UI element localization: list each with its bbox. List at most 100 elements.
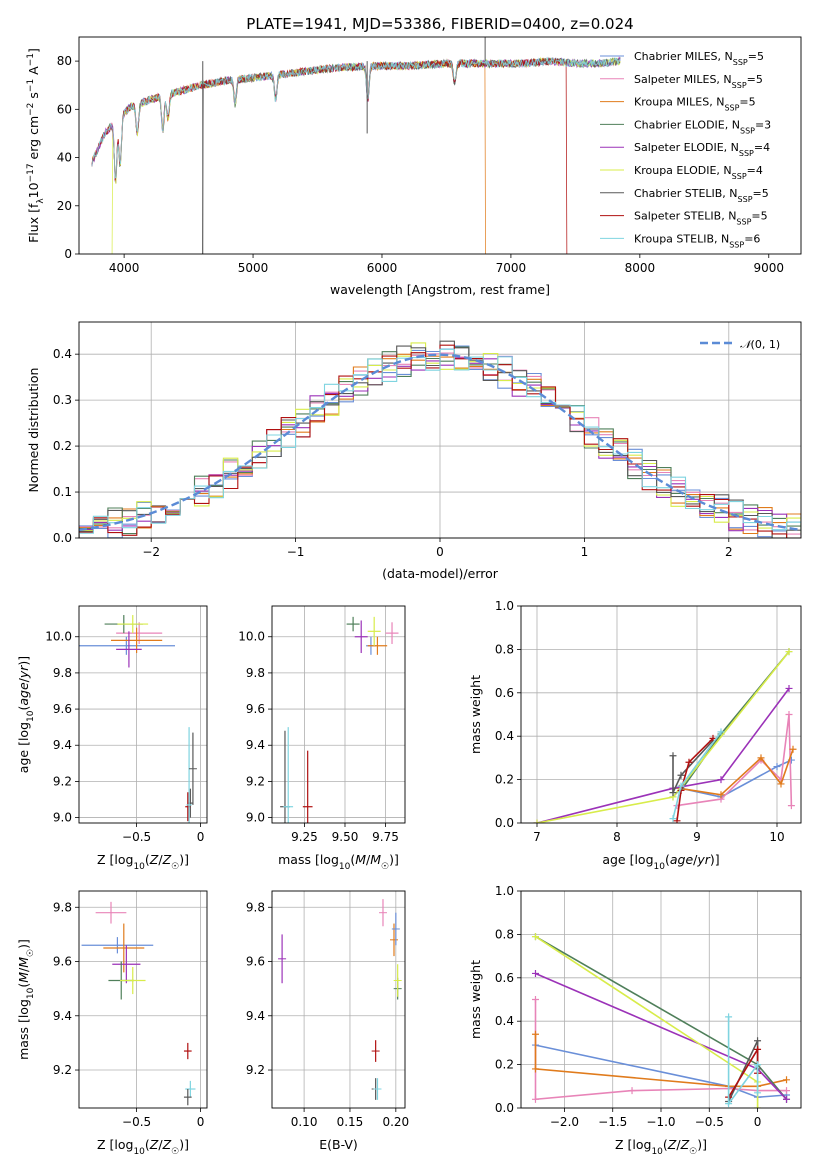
x-tick-label: 9.50 (332, 830, 359, 844)
x-tick-label: 0.20 (382, 1115, 409, 1129)
y-axis-label: mass weight (468, 675, 483, 754)
x-tick-label: 8 (613, 830, 621, 844)
label-part: ☉ (26, 949, 36, 957)
legend-text: Chabrier MILES, N (634, 50, 733, 63)
y-axis-label: Normed distribution (26, 368, 41, 493)
label-part: Z [log (97, 1137, 133, 1152)
legend-value: =5 (753, 187, 769, 200)
x-tick-label: 0.10 (291, 1115, 318, 1129)
spectrum-line (91, 58, 486, 254)
legend-sub: SSP (739, 149, 754, 158)
data-point (754, 1104, 762, 1108)
spectrum-line (91, 57, 568, 254)
x-tick-label: −2.0 (550, 1115, 579, 1129)
x-tick-label: 5000 (238, 261, 269, 275)
label-part: ( (16, 706, 31, 711)
label-part: Z (149, 852, 159, 867)
legend-sub: SSP (733, 58, 748, 67)
label-part: −17 (26, 163, 36, 182)
legend-value: =3 (755, 118, 771, 131)
x-tick-label: 10 (769, 830, 784, 844)
legend-label: 𝒩(0, 1) (740, 338, 780, 351)
legend-label: Chabrier ELODIE, NSSP=3 (634, 118, 771, 135)
data-point (717, 776, 725, 784)
spectrum-line (91, 56, 621, 184)
y-tick-label: 0.0 (495, 816, 514, 830)
x-tick-label: −1 (287, 545, 305, 559)
x-axis-label: wavelength [Angstrom, rest frame] (330, 282, 550, 297)
data-point (725, 1013, 733, 1021)
label-part: )] (16, 656, 31, 666)
y-tick-label: 9.2 (53, 774, 72, 788)
data-point (685, 758, 693, 766)
label-part: ( (145, 852, 150, 867)
y-axis-label: age [log10(age/yr)] (16, 656, 36, 773)
data-point (783, 1087, 791, 1095)
label-part: age [log (602, 852, 653, 867)
x-tick-label: −0.5 (122, 830, 151, 844)
label-part: Z (149, 1137, 159, 1152)
data-point (754, 1045, 762, 1053)
data-point (757, 754, 765, 762)
label-part: M (16, 972, 31, 983)
label-part: ☉ (689, 1147, 697, 1157)
y-tick-label: 0 (64, 247, 72, 261)
data-point (531, 996, 539, 1003)
x-axis-label: Z [log10(Z/Z☉)] (615, 1137, 707, 1157)
label-part: M (16, 957, 31, 968)
data-point (677, 771, 685, 779)
axes-frame (271, 890, 406, 1109)
label-part: ( (145, 1137, 150, 1152)
x-axis-label: (data-model)/error (382, 566, 499, 581)
y-tick-label: 80 (57, 54, 72, 68)
legend-label: Salpeter MILES, NSSP=5 (634, 73, 763, 90)
legend-value: =5 (739, 96, 755, 109)
panel-residuals: −2 −1 0 1 2 0.0 0.1 0.2 0.3 0.4 (data-model)/error… (26, 321, 802, 581)
x-tick-label: 0 (754, 1115, 762, 1129)
plot-area (91, 37, 621, 254)
label-part: ( (665, 852, 670, 867)
x-tick-label: 0 (436, 545, 444, 559)
y-tick-label: 0.3 (53, 393, 72, 407)
x-tick-label: 4000 (109, 261, 140, 275)
x-tick-label: −1.0 (646, 1115, 675, 1129)
legend-label: Kroupa ELODIE, NSSP=4 (634, 164, 763, 181)
legend-text: 𝒩 (740, 338, 754, 351)
data-point (777, 780, 785, 788)
label-part: yr (16, 665, 31, 679)
y-tick-label: 9.4 (246, 738, 265, 752)
label-part: )] (179, 852, 189, 867)
label-part: ☉ (171, 862, 179, 872)
label-part: / (158, 852, 163, 867)
label-part: A (26, 66, 41, 79)
legend-value: =5 (751, 210, 767, 223)
x-tick-label: 0.15 (337, 1115, 364, 1129)
plot-area (278, 899, 402, 1100)
x-tick-label: 7000 (496, 261, 527, 275)
label-part: s (26, 92, 41, 103)
series-line (672, 739, 714, 793)
spectrum-line (91, 57, 621, 182)
label-part: −1 (26, 53, 36, 66)
label-part: / (158, 1137, 163, 1152)
y-tick-label: 9.2 (246, 1063, 265, 1077)
plot-area (79, 340, 801, 538)
label-part: Z (667, 1137, 677, 1152)
label-part: mass [log (16, 999, 31, 1060)
legend-value: =4 (754, 141, 770, 154)
label-part: 10 (133, 1147, 145, 1157)
label-part: M (370, 852, 381, 867)
y-tick-label: 0.2 (495, 773, 514, 787)
panel-mass-vs-Z: −0.5 09.29.49.69.8Z [log10(Z/Z☉)]mass [lo… (16, 890, 208, 1157)
legend-text: Kroupa STELIB, N (634, 232, 729, 245)
data-point (531, 1030, 539, 1038)
label-part: )] (16, 939, 31, 949)
plot-area (280, 616, 399, 823)
y-axis-label: mass weight (468, 960, 483, 1039)
panel-mass-vs-EBV: 0.10 0.15 0.20 9.2 9.4 9.6 9.8 E(B-V) (246, 890, 409, 1152)
label-part: 10 (26, 987, 36, 999)
legend-label: Salpeter ELODIE, NSSP=4 (634, 141, 770, 158)
data-point (783, 1095, 791, 1103)
y-tick-label: 9.8 (246, 666, 265, 680)
legend-sub: SSP (736, 217, 751, 226)
